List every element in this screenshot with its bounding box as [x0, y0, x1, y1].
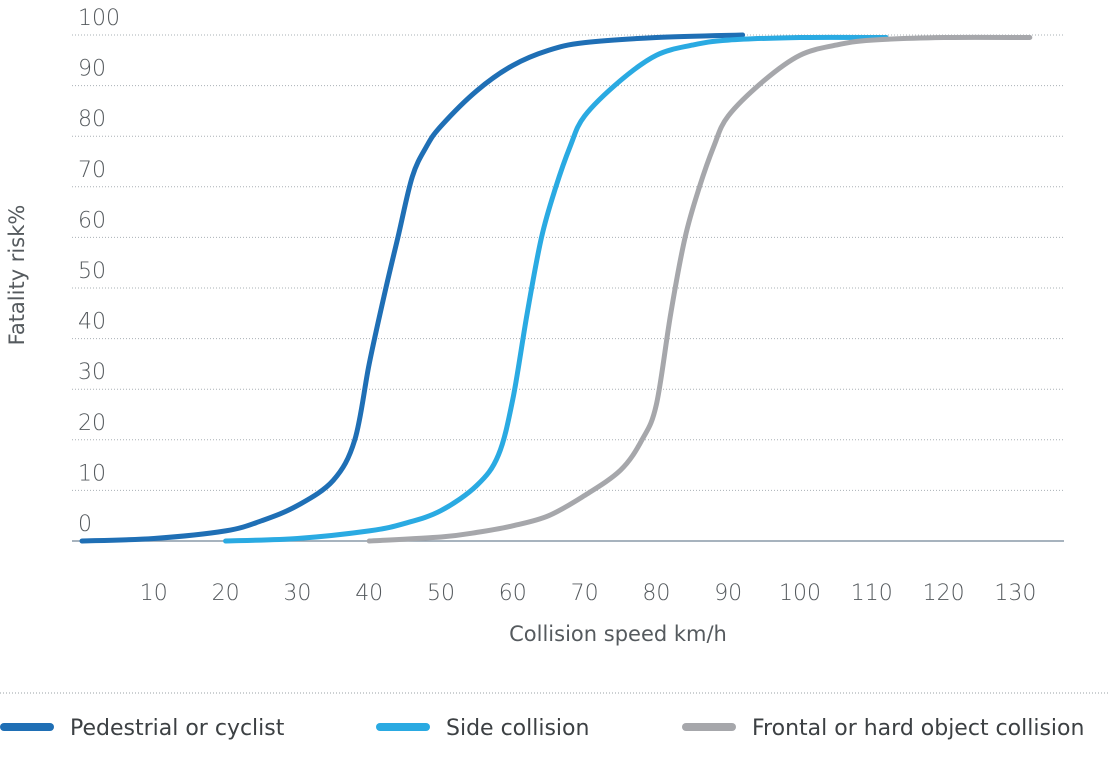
y-tick-label: 10 [78, 461, 106, 486]
y-tick-label: 0 [78, 512, 92, 537]
legend-label: Side collision [446, 716, 589, 741]
x-tick-label: 30 [283, 581, 311, 606]
y-axis-title: Fatality risk% [5, 205, 29, 346]
x-axis-ticks: 10 20 30 40 50 60 70 80 90 100 110 120 130 [140, 581, 1037, 606]
y-tick-label: 60 [78, 208, 106, 233]
legend-label: Frontal or hard object collision [752, 716, 1084, 741]
x-tick-label: 40 [355, 581, 383, 606]
legend-item-side: Side collision [376, 716, 589, 741]
y-tick-label: 70 [78, 158, 106, 183]
legend: Pedestrial or cyclist Side collision Front… [0, 716, 1084, 741]
y-tick-label: 50 [78, 259, 106, 284]
y-tick-label: 90 [78, 57, 106, 82]
y-tick-label: 100 [78, 6, 120, 31]
x-tick-label: 20 [212, 581, 240, 606]
x-tick-label: 60 [499, 581, 527, 606]
x-tick-label: 80 [642, 581, 670, 606]
side-collision-line [223, 34, 889, 544]
y-axis-ticks: 0 10 20 30 40 50 60 70 80 90 100 [78, 6, 120, 537]
x-tick-label: 10 [140, 581, 168, 606]
x-tick-label: 50 [427, 581, 455, 606]
x-tick-label: 120 [923, 581, 965, 606]
y-tick-label: 30 [78, 360, 106, 385]
x-tick-label: 110 [851, 581, 893, 606]
legend-item-pedestrian: Pedestrial or cyclist [0, 716, 285, 741]
legend-item-frontal: Frontal or hard object collision [682, 716, 1084, 741]
series-lines [79, 32, 1033, 544]
y-tick-label: 40 [78, 310, 106, 335]
y-tick-label: 20 [78, 411, 106, 436]
frontal-collision-line [366, 34, 1033, 544]
grid-lines [72, 34, 1064, 542]
x-axis-title: Collision speed km/h [509, 622, 727, 646]
legend-label: Pedestrial or cyclist [70, 716, 285, 741]
x-tick-label: 100 [779, 581, 821, 606]
y-tick-label: 80 [78, 107, 106, 132]
x-tick-label: 90 [714, 581, 742, 606]
x-tick-label: 70 [571, 581, 599, 606]
x-tick-label: 130 [994, 581, 1036, 606]
pedestrian-cyclist-line [79, 32, 746, 544]
